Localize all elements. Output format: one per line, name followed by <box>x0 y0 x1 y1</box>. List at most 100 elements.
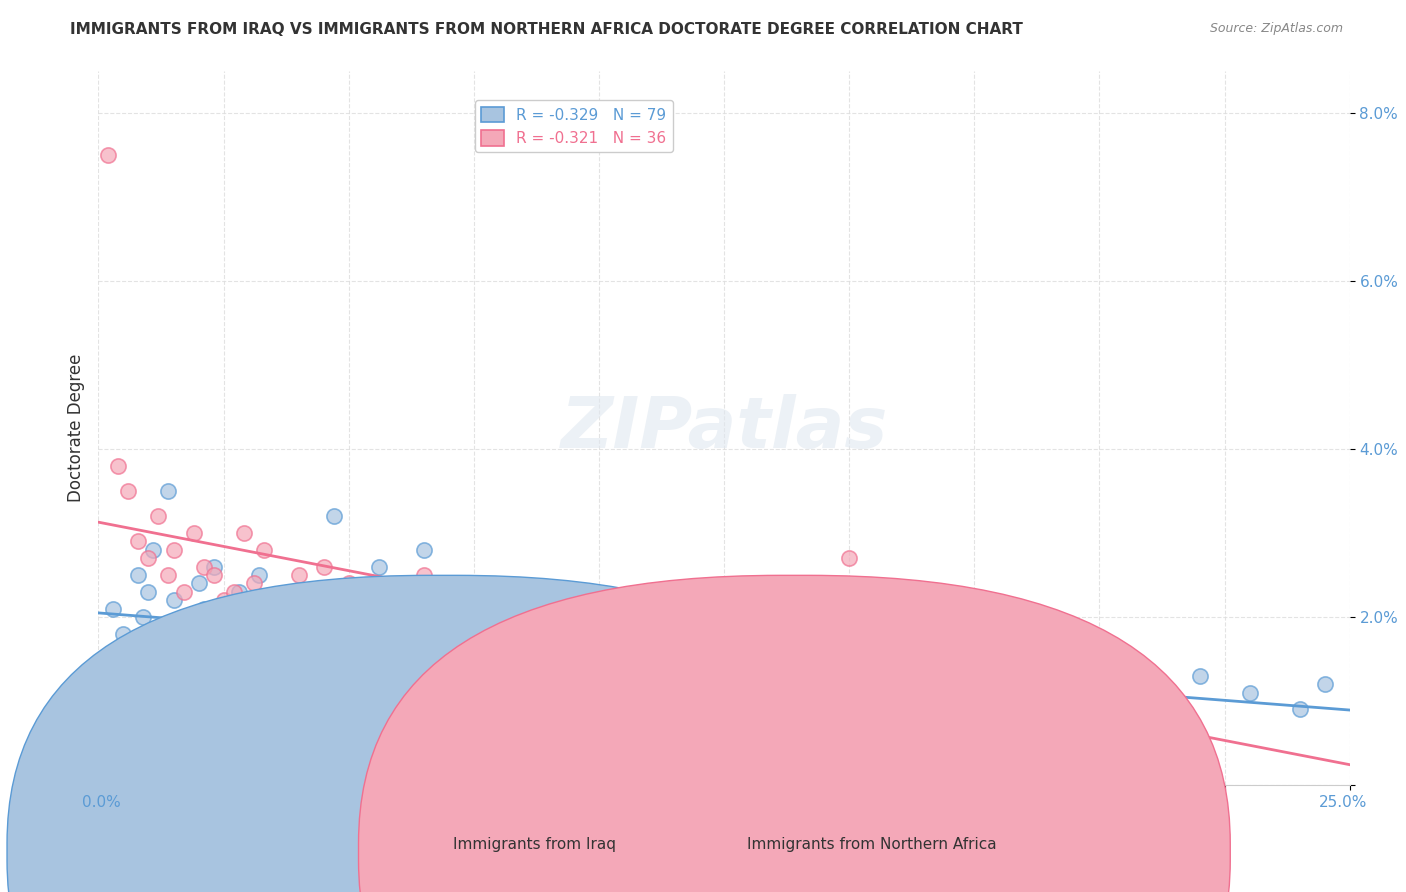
Point <box>1288 702 1310 716</box>
Point <box>257 593 280 607</box>
Point <box>357 652 380 666</box>
Point <box>337 618 360 632</box>
Point <box>107 458 129 473</box>
Point <box>312 559 335 574</box>
Point <box>167 643 190 657</box>
Point <box>437 643 460 657</box>
Point <box>838 551 860 566</box>
Point <box>252 542 274 557</box>
Point <box>222 585 245 599</box>
Point <box>298 585 321 599</box>
Point <box>212 593 235 607</box>
Point <box>988 660 1011 674</box>
Point <box>97 148 120 162</box>
Point <box>373 660 395 674</box>
Point <box>337 576 360 591</box>
Point <box>447 618 470 632</box>
Point <box>688 660 710 674</box>
Point <box>263 618 285 632</box>
Point <box>183 635 205 649</box>
Point <box>437 601 460 615</box>
Point <box>263 593 285 607</box>
Point <box>412 542 434 557</box>
Text: 0.0%: 0.0% <box>82 796 121 810</box>
Point <box>183 526 205 541</box>
Point <box>363 610 385 624</box>
Legend: R = -0.329   N = 79, R = -0.321   N = 36: R = -0.329 N = 79, R = -0.321 N = 36 <box>475 101 672 153</box>
Point <box>127 568 149 582</box>
Point <box>117 484 139 499</box>
Point <box>388 627 411 641</box>
Point <box>332 660 354 674</box>
Point <box>738 702 761 716</box>
Text: ZIPatlas: ZIPatlas <box>561 393 887 463</box>
Point <box>1038 677 1060 691</box>
Point <box>513 677 536 691</box>
Point <box>427 669 450 683</box>
Point <box>197 627 219 641</box>
Point <box>367 559 389 574</box>
Point <box>537 643 560 657</box>
Point <box>463 585 485 599</box>
Point <box>157 568 180 582</box>
Point <box>202 568 225 582</box>
Point <box>1188 669 1211 683</box>
Point <box>212 610 235 624</box>
Point <box>363 635 385 649</box>
Point <box>162 542 184 557</box>
Point <box>1038 627 1060 641</box>
Point <box>222 652 245 666</box>
Text: IMMIGRANTS FROM IRAQ VS IMMIGRANTS FROM NORTHERN AFRICA DOCTORATE DEGREE CORRELA: IMMIGRANTS FROM IRAQ VS IMMIGRANTS FROM … <box>70 22 1024 37</box>
Point <box>312 652 335 666</box>
Point <box>157 484 180 499</box>
Point <box>242 627 264 641</box>
Point <box>267 635 290 649</box>
Text: Source: ZipAtlas.com: Source: ZipAtlas.com <box>1209 22 1343 36</box>
Point <box>398 652 420 666</box>
Point <box>343 669 366 683</box>
Point <box>537 627 560 641</box>
Point <box>247 568 270 582</box>
Point <box>347 627 370 641</box>
Text: Immigrants from Northern Africa: Immigrants from Northern Africa <box>747 838 997 852</box>
Point <box>287 568 309 582</box>
Point <box>1313 677 1336 691</box>
Point <box>127 534 149 549</box>
Point <box>328 643 350 657</box>
Point <box>232 526 254 541</box>
Point <box>613 669 636 683</box>
Point <box>162 593 184 607</box>
Point <box>638 694 661 708</box>
Point <box>173 585 195 599</box>
Point <box>187 576 209 591</box>
Point <box>152 618 174 632</box>
Point <box>148 652 170 666</box>
Text: 25.0%: 25.0% <box>1319 796 1367 810</box>
Point <box>488 618 510 632</box>
Point <box>388 618 411 632</box>
Point <box>202 559 225 574</box>
Point <box>322 509 344 524</box>
Point <box>838 669 860 683</box>
Point <box>277 627 299 641</box>
Point <box>1139 694 1161 708</box>
Point <box>242 576 264 591</box>
Point <box>132 610 155 624</box>
Point <box>218 618 240 632</box>
Point <box>252 643 274 657</box>
Point <box>488 660 510 674</box>
Point <box>177 669 200 683</box>
Point <box>1088 643 1111 657</box>
Point <box>738 677 761 691</box>
Point <box>138 585 160 599</box>
Point <box>193 601 215 615</box>
Point <box>138 551 160 566</box>
Point <box>787 652 810 666</box>
Point <box>298 585 321 599</box>
Y-axis label: Doctorate Degree: Doctorate Degree <box>66 354 84 502</box>
Point <box>173 610 195 624</box>
Point <box>588 610 610 624</box>
Point <box>588 652 610 666</box>
Point <box>142 542 165 557</box>
Point <box>292 643 315 657</box>
